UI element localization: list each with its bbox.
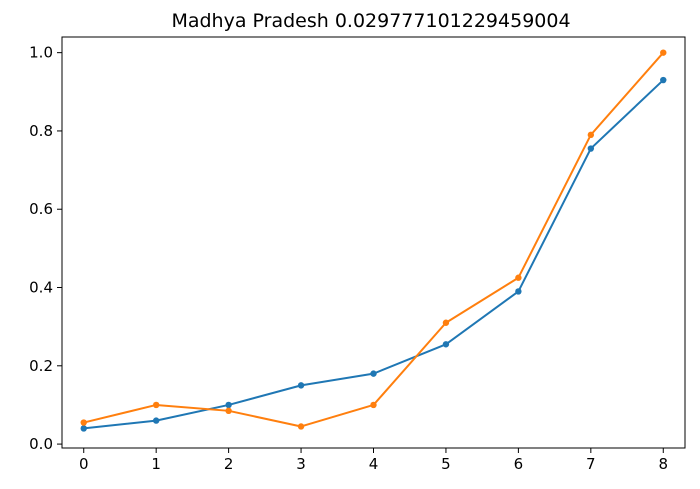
chart-title: Madhya Pradesh 0.029777101229459004	[171, 10, 570, 32]
series-1-point	[660, 49, 667, 56]
y-tick-label: 0.4	[29, 279, 53, 297]
y-tick-label: 0.0	[29, 435, 53, 453]
x-tick-label: 4	[369, 455, 379, 473]
series-0-point	[225, 401, 232, 409]
y-tick-label: 0.6	[29, 200, 53, 218]
series-0-point	[80, 425, 87, 432]
y-tick-label: 1.0	[29, 44, 53, 62]
series-1-point	[515, 274, 522, 281]
series-1-line	[83, 51, 665, 428]
series-1-point	[152, 401, 160, 409]
series-1-point	[297, 423, 305, 430]
series-0-point	[297, 382, 305, 389]
x-tick-label: 1	[151, 455, 161, 473]
x-tick-label: 0	[79, 455, 89, 473]
x-tick-label: 3	[296, 455, 306, 473]
x-tick-label: 7	[586, 455, 596, 473]
x-axis: 0 1 2 3 4 5 6 7 8	[79, 448, 668, 473]
series-1-point	[587, 131, 595, 139]
x-tick-label: 2	[224, 455, 234, 473]
series-1-point	[370, 401, 377, 409]
series-0-point	[515, 288, 522, 295]
series-1-point	[442, 319, 450, 326]
y-tick-label: 0.8	[29, 122, 53, 140]
y-tick-label: 0.2	[29, 357, 53, 375]
series-0-point	[660, 76, 667, 84]
series-layer	[80, 49, 667, 432]
series-0-point	[587, 145, 595, 152]
plot-area	[61, 36, 686, 449]
x-tick-label: 5	[441, 455, 451, 473]
series-0-point	[442, 341, 450, 348]
series-0-point	[370, 370, 377, 377]
series-1-point	[80, 419, 87, 426]
y-axis: 0.0 0.2 0.4 0.6 0.8 1.0	[29, 44, 62, 453]
x-tick-label: 6	[514, 455, 524, 473]
series-0-point	[152, 417, 160, 424]
series-1-point	[225, 407, 232, 415]
x-tick-label: 8	[658, 455, 668, 473]
